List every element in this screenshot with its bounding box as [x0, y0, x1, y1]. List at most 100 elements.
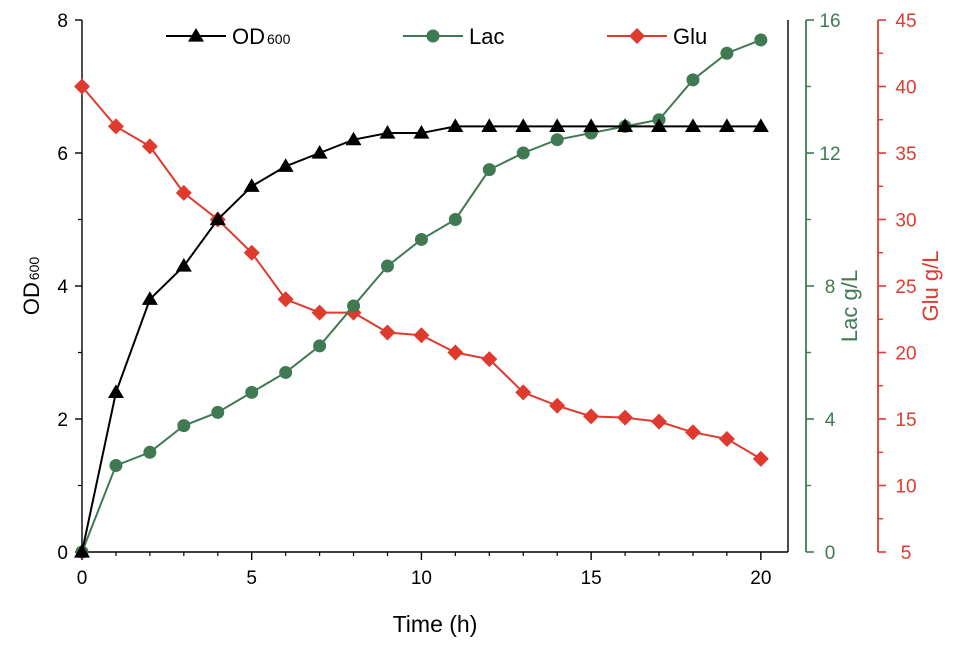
- od600-point: [107, 384, 124, 398]
- lac-point: [720, 46, 734, 60]
- glu-axis: 5 10 15 20 25 30 35 40 45 Glu g/L: [877, 11, 943, 564]
- legend-marker: [426, 29, 440, 43]
- legend: OD 600 Lac Glu: [166, 24, 707, 49]
- glu-point: [651, 413, 668, 430]
- legend-marker: [188, 28, 204, 42]
- glu-axis-title: Glu g/L: [918, 251, 943, 322]
- lac-point: [245, 385, 259, 399]
- lac-point: [414, 232, 428, 246]
- legend-item: Glu: [607, 24, 707, 49]
- x-tick-label: 5: [246, 568, 257, 589]
- left-tick-label: 6: [57, 144, 68, 165]
- legend-label: Glu: [673, 24, 707, 49]
- left-axis-title: OD600: [19, 257, 44, 316]
- od600-point: [549, 118, 566, 132]
- lac-point: [109, 459, 123, 473]
- glu-point: [74, 78, 90, 95]
- lac-point: [550, 133, 564, 147]
- lac-tick-label: 0: [825, 543, 836, 564]
- od600-point: [209, 211, 226, 226]
- lac-point: [380, 259, 394, 273]
- legend-marker: [629, 28, 645, 44]
- lac-point: [177, 419, 191, 433]
- series-layer: [74, 33, 769, 559]
- od600-point: [752, 118, 769, 132]
- od600-point: [515, 118, 532, 132]
- glu-tick-label: 40: [895, 78, 916, 99]
- plot-frame: [81, 20, 789, 553]
- left-tick-label: 8: [57, 11, 68, 32]
- glu-point: [413, 327, 430, 344]
- lac-axis-title: Lac g/L: [837, 270, 862, 342]
- od600-point: [413, 125, 430, 139]
- od600-point: [175, 258, 192, 272]
- left-axis-title-sub: 600: [26, 257, 42, 281]
- glu-point: [311, 304, 328, 321]
- glu-point: [549, 397, 566, 414]
- x-tick-label: 15: [581, 568, 602, 589]
- glu-point: [141, 138, 158, 155]
- lac-point: [448, 213, 462, 226]
- od600-point: [345, 131, 362, 146]
- left-axis-title-main: OD: [19, 282, 44, 315]
- od600-point: [277, 158, 294, 172]
- glu-point: [481, 351, 498, 368]
- glu-point: [107, 118, 124, 135]
- od600-point: [651, 118, 668, 132]
- left-tick-label: 2: [57, 410, 68, 431]
- glu-tick-label: 5: [901, 543, 912, 564]
- od600-point: [311, 145, 328, 159]
- glu-tick-label: 10: [895, 477, 916, 498]
- od600-point: [447, 118, 464, 132]
- legend-item: Lac: [403, 24, 504, 49]
- left-axis: 0 2 4 6 8 OD600: [19, 11, 82, 564]
- legend-label: OD 600: [232, 24, 291, 49]
- series-lac: [75, 33, 768, 559]
- od600-point: [684, 118, 701, 132]
- lac-tick-label: 8: [825, 277, 836, 298]
- glu-point: [718, 430, 735, 447]
- od600-point: [74, 544, 90, 558]
- legend-item: OD 600: [166, 24, 291, 49]
- glu-point: [583, 408, 600, 425]
- x-axis-title: Time (h): [393, 611, 478, 637]
- lac-tick-label: 16: [819, 11, 840, 32]
- glu-tick-label: 15: [895, 410, 916, 431]
- glu-point: [684, 424, 701, 441]
- glu-tick-label: 30: [895, 211, 916, 232]
- x-tick-label: 0: [77, 568, 88, 589]
- glu-tick-label: 45: [895, 11, 916, 32]
- glu-point: [617, 409, 634, 426]
- left-tick-label: 4: [57, 277, 68, 298]
- od600-point: [718, 118, 735, 132]
- glu-point: [243, 244, 260, 261]
- glu-tick-label: 20: [895, 344, 916, 365]
- glu-point: [379, 324, 396, 341]
- lac-axis: 0 4 8 12 16 Lac g/L: [805, 11, 862, 564]
- lac-point: [143, 445, 157, 459]
- glu-point: [752, 450, 769, 467]
- lac-point: [211, 405, 225, 419]
- lac-point: [347, 299, 361, 313]
- left-tick-label: 0: [57, 543, 68, 564]
- x-tick-label: 20: [750, 568, 771, 589]
- x-tick-label: 10: [411, 568, 432, 589]
- glu-tick-label: 25: [895, 277, 916, 298]
- glu-point: [175, 184, 192, 201]
- od600-point: [481, 118, 498, 132]
- series-od600: [74, 118, 769, 558]
- lac-point: [686, 73, 700, 87]
- od600-point: [243, 178, 260, 192]
- od600-point: [583, 118, 600, 132]
- glu-point: [515, 384, 532, 401]
- legend-label-sub: 600: [267, 31, 291, 47]
- x-axis: 0 5 10 15 20 Time (h): [77, 552, 771, 637]
- legend-label: Lac: [469, 24, 504, 49]
- lac-tick-label: 12: [819, 144, 840, 165]
- od600-point: [141, 291, 158, 305]
- lac-point: [313, 339, 327, 353]
- lac-point: [754, 33, 768, 47]
- legend-label-main: OD: [232, 24, 265, 49]
- legend-label-main: Glu: [673, 24, 707, 49]
